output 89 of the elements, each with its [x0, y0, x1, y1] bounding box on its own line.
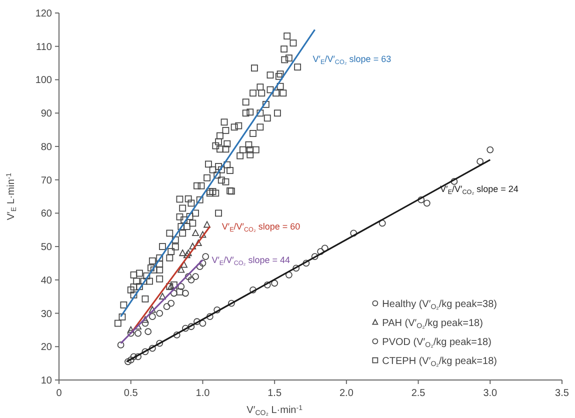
point	[199, 260, 206, 267]
point	[127, 356, 134, 364]
x-tick-label: 2.5	[411, 388, 426, 399]
point	[142, 320, 149, 327]
y-tick-label: 70	[40, 175, 52, 186]
point	[130, 353, 138, 360]
point	[450, 178, 458, 185]
legend-label: CTEPH (V′$_{O₂}$/kg peak=18)	[382, 356, 497, 368]
point	[163, 303, 170, 310]
point	[292, 264, 300, 272]
annotation: V′$_{E}$/V′$_{CO₂}$ slope = 60	[222, 222, 300, 234]
point	[264, 281, 271, 288]
point	[228, 300, 235, 307]
point	[194, 239, 202, 246]
y-tick-label: 80	[40, 142, 52, 153]
point	[183, 251, 190, 258]
y-tick-label: 20	[40, 342, 52, 354]
point	[178, 266, 185, 273]
point	[189, 242, 196, 250]
point	[142, 348, 149, 356]
point	[204, 221, 210, 228]
x-tick-label: 1.5	[268, 388, 282, 399]
point	[188, 323, 195, 330]
point	[202, 253, 210, 260]
point	[378, 220, 386, 227]
point	[144, 328, 152, 336]
point	[194, 318, 200, 326]
point	[486, 146, 494, 154]
point	[250, 286, 256, 294]
point	[178, 283, 185, 290]
legend-label: PAH (V′$_{O₂}$/kg peak=18)	[382, 318, 483, 330]
point	[179, 249, 186, 256]
point	[182, 290, 189, 297]
y-tick-label: 120	[35, 8, 52, 20]
point	[142, 316, 149, 323]
point	[192, 273, 199, 280]
point	[156, 340, 164, 347]
point	[184, 273, 192, 280]
y-tick-label: 10	[40, 376, 52, 386]
point	[476, 158, 484, 165]
point	[206, 313, 214, 320]
point	[350, 230, 358, 237]
point	[302, 260, 310, 267]
annotation: V′$_{E}$/V′$_{CO₂}$ slope = 44	[212, 255, 290, 267]
point	[159, 292, 166, 300]
point	[317, 248, 324, 255]
y-tick-label: 30	[40, 308, 52, 320]
point	[148, 313, 156, 320]
point	[127, 326, 134, 333]
point	[168, 282, 175, 290]
point	[117, 342, 124, 348]
point	[271, 280, 278, 287]
point	[214, 306, 221, 314]
x-tick-label: 2.0	[339, 388, 354, 399]
x-tick-label: 3.5	[555, 388, 570, 399]
y-tick-label: 50	[40, 242, 52, 254]
y-tick-label: 90	[40, 108, 52, 120]
point	[168, 300, 175, 307]
point	[321, 244, 328, 252]
point	[423, 200, 430, 207]
point	[148, 344, 156, 352]
point	[199, 320, 206, 327]
point	[418, 196, 425, 204]
x-axis-title: V′$_{CO₂}$ L·min$^{-1}$	[246, 405, 303, 417]
y-tick-label: 60	[40, 208, 52, 220]
x-tick-label: 0	[56, 388, 62, 399]
legend-label: PVOD (V′$_{O₂}$/kg peak=18)	[382, 336, 492, 349]
y-tick-label: 110	[36, 42, 52, 53]
point	[311, 253, 318, 260]
point	[182, 324, 189, 332]
point	[173, 332, 180, 338]
point	[192, 229, 199, 236]
point	[156, 310, 164, 317]
x-tick-label: 1.0	[196, 388, 210, 399]
point	[127, 330, 134, 337]
point	[134, 330, 142, 337]
point	[180, 261, 188, 268]
point	[188, 276, 195, 284]
point	[199, 231, 206, 238]
x-tick-label: 3.0	[483, 388, 498, 399]
point	[124, 358, 132, 366]
legend-label: Healthy (V′$_{O₂}$/kg peak=38)	[382, 298, 498, 311]
y-tick-label: 40	[40, 275, 52, 286]
y-tick-label: 100	[35, 75, 52, 86]
annotation: V′$_{E}$/V′$_{CO₂}$ slope = 63	[312, 54, 392, 66]
x-tick-label: 0.5	[124, 388, 138, 399]
point	[148, 306, 156, 313]
point	[184, 249, 192, 256]
point	[134, 353, 142, 360]
